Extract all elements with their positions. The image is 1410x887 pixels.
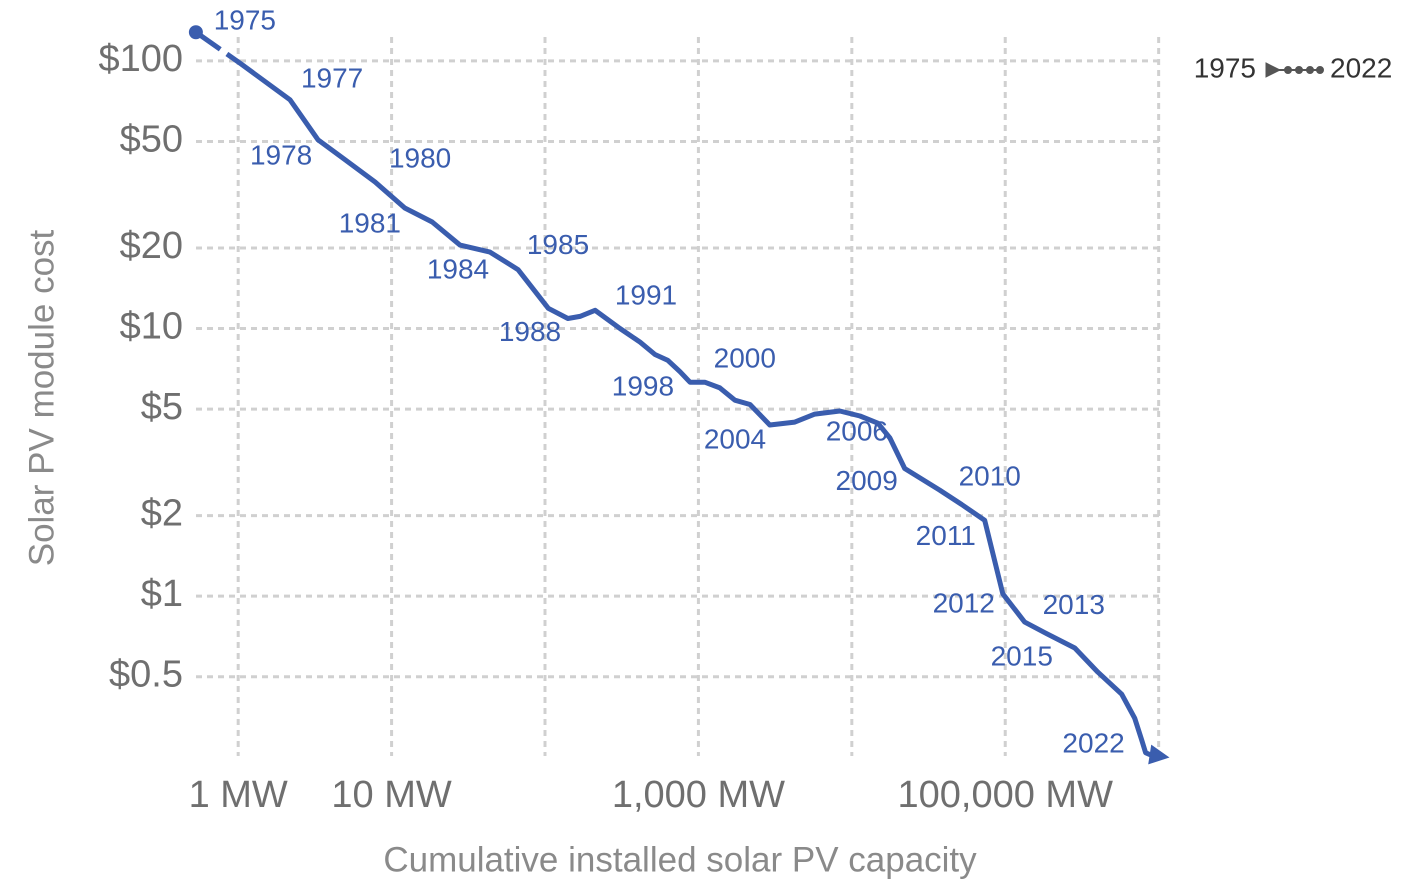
- y-tick-label: $100: [98, 38, 183, 80]
- legend-dot: [1284, 66, 1292, 74]
- point-label: 1998: [612, 371, 674, 402]
- line: [193, 29, 1165, 759]
- point-label: 1978: [250, 139, 312, 170]
- grid: [196, 37, 1161, 756]
- legend-dot: [1316, 66, 1324, 74]
- point-label: 1991: [615, 279, 677, 310]
- line-end-arrow: [1148, 744, 1170, 765]
- x-axis-title: Cumulative installed solar PV capacity: [383, 840, 977, 879]
- legend-symbol: [1265, 62, 1324, 78]
- y-tick-label: $5: [141, 386, 183, 428]
- point-label: 1977: [301, 62, 363, 93]
- legend-start: 1975: [1194, 52, 1256, 83]
- point-label: 1985: [527, 229, 589, 260]
- point-label: 2009: [836, 465, 898, 496]
- legend-dot: [1306, 66, 1314, 74]
- legend-end: 2022: [1330, 52, 1392, 83]
- point-label: 2012: [933, 587, 995, 618]
- point-label: 1984: [427, 254, 489, 285]
- point-label: 2022: [1062, 728, 1124, 759]
- y-tick-label: $50: [120, 119, 183, 161]
- point-label: 1980: [389, 142, 451, 173]
- point-label: 1975: [214, 5, 276, 36]
- point-label: 2011: [916, 520, 976, 551]
- point-label: 1988: [499, 316, 561, 347]
- x-tick-label: 1,000 MW: [612, 774, 785, 816]
- point-label: 2013: [1043, 589, 1105, 620]
- y-tick-label: $1: [141, 573, 183, 615]
- marks: 1975 1977 1978 1980 1981 1984 1985 1988 1991 1998…: [188, 5, 1170, 765]
- line-start-dot: [188, 25, 203, 40]
- point-label: 2010: [959, 461, 1021, 492]
- legend-dot: [1295, 66, 1303, 74]
- y-tick-label: $10: [120, 306, 183, 348]
- line-start-dash: [218, 46, 229, 57]
- point-label: 2004: [704, 423, 766, 454]
- x-tick-label: 100,000 MW: [898, 774, 1114, 816]
- point-label: 1981: [339, 207, 401, 238]
- y-tick-label: $2: [141, 493, 183, 535]
- x-tick-label: 10 MW: [331, 774, 451, 816]
- point-label: 2015: [991, 641, 1053, 672]
- y-tick-label: $20: [120, 225, 183, 267]
- y-axis-title: Solar PV module cost: [22, 229, 61, 566]
- x-tick-label: 1 MW: [189, 774, 288, 816]
- y-tick-label: $0.5: [109, 654, 183, 696]
- point-label: 2006: [826, 415, 888, 446]
- point-label: 2000: [714, 342, 776, 373]
